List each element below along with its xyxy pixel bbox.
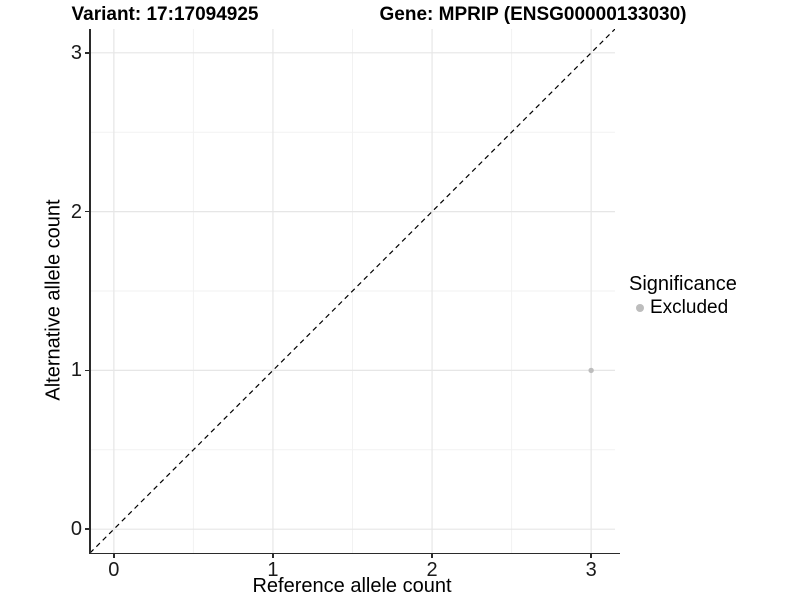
x-axis-tick <box>590 553 592 558</box>
y-tick-label: 1 <box>70 359 82 382</box>
x-axis-line <box>89 552 620 554</box>
y-axis-tick <box>85 52 90 54</box>
plot-area <box>90 29 615 553</box>
identity-reference-line <box>90 29 615 553</box>
y-axis-tick <box>85 369 90 372</box>
y-tick-label: 2 <box>70 200 82 223</box>
legend: Significance Excluded <box>629 273 737 319</box>
plot-panel <box>90 29 615 553</box>
x-tick-label: 1 <box>267 559 279 581</box>
y-axis-line <box>89 29 91 554</box>
y-tick-label: 0 <box>70 518 82 541</box>
x-axis-tick <box>113 553 115 558</box>
x-axis-tick <box>431 553 433 558</box>
y-axis-tick <box>85 210 90 213</box>
legend-point-icon <box>636 304 644 312</box>
x-axis-tick <box>272 553 274 558</box>
x-tick-label: 0 <box>108 559 120 581</box>
legend-item-label: Excluded <box>650 297 729 318</box>
variant-title: Variant: 17:17094925 <box>71 4 259 25</box>
x-tick-label: 2 <box>426 559 438 581</box>
legend-item-excluded: Excluded <box>629 297 737 319</box>
gene-title: Gene: MPRIP (ENSG00000133030) <box>379 4 687 25</box>
y-axis-tick <box>85 528 90 530</box>
legend-title: Significance <box>629 273 737 295</box>
x-tick-label: 3 <box>585 559 597 581</box>
y-axis-title: Alternative allele count <box>42 199 65 401</box>
y-tick-label: 3 <box>70 41 82 64</box>
x-axis-title: Reference allele count <box>252 575 452 597</box>
data-point-excluded <box>588 367 594 374</box>
